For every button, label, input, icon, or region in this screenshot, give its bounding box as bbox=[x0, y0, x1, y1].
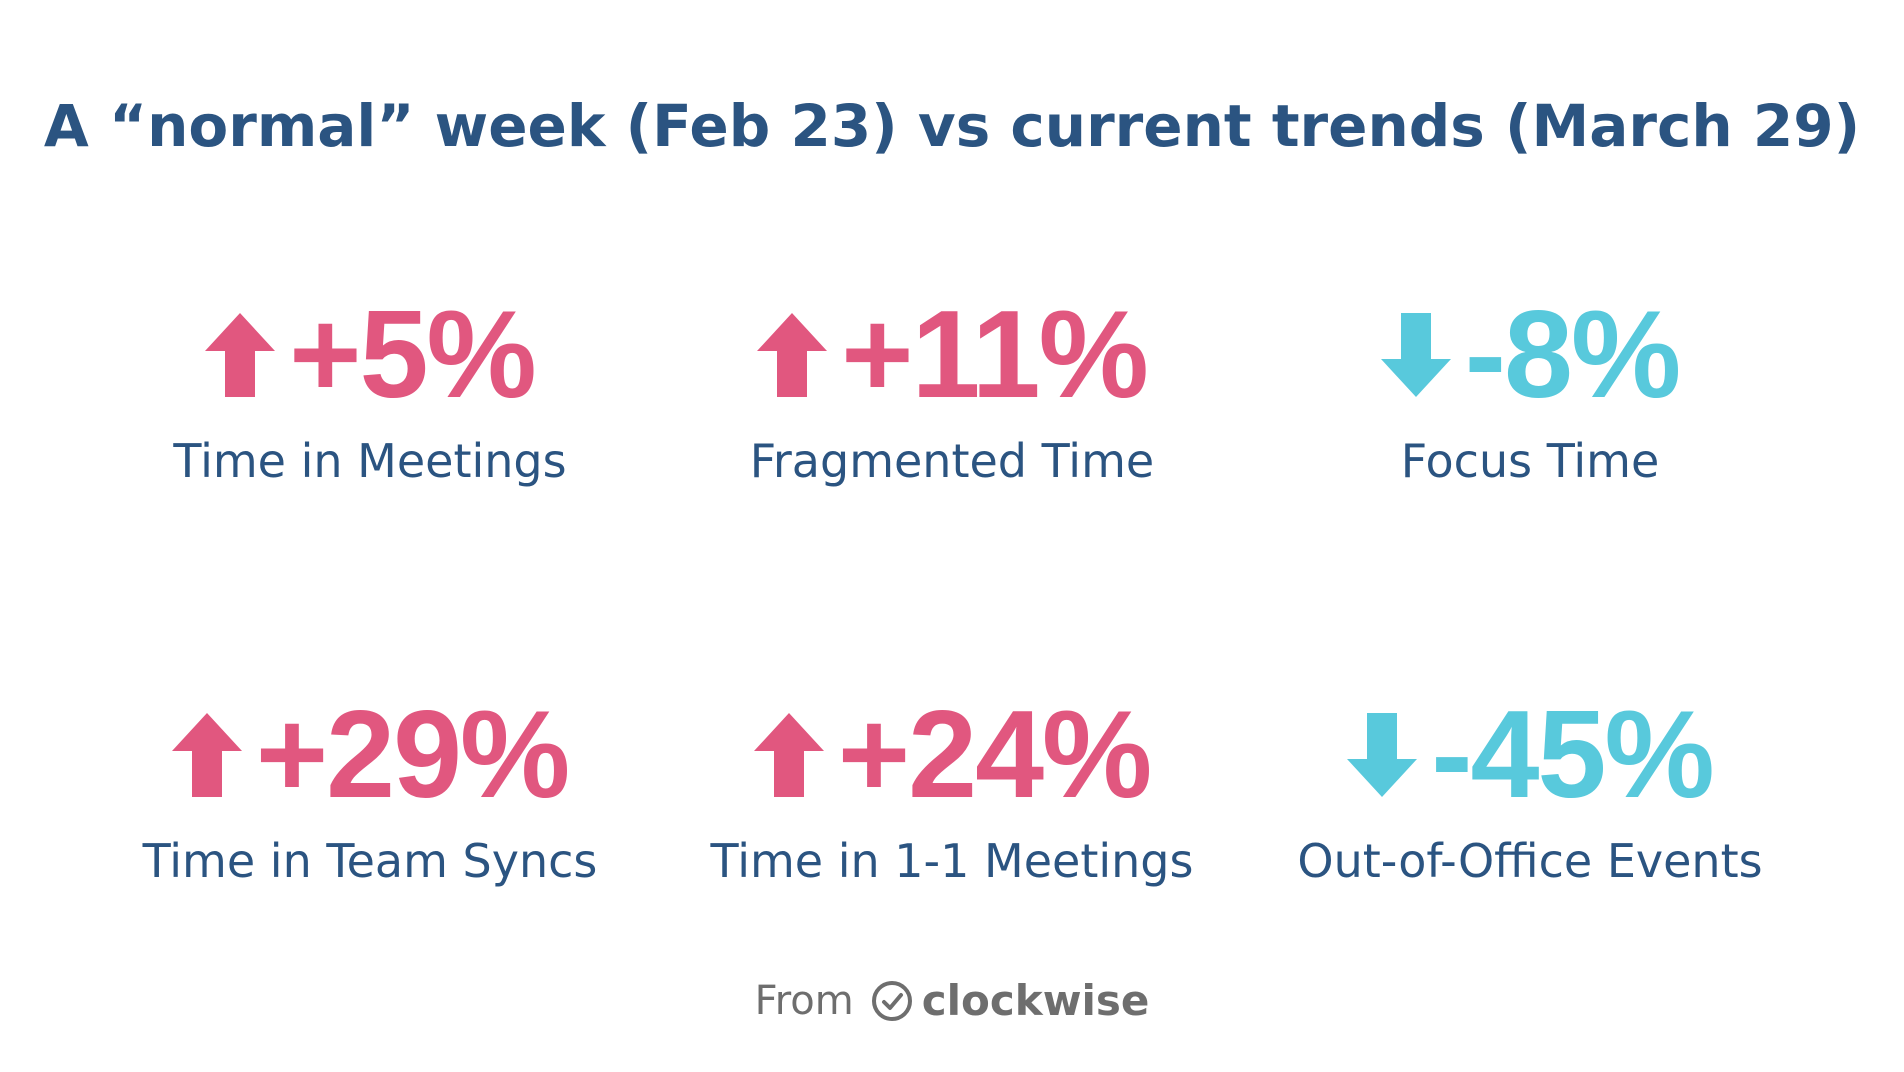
arrow-up-icon bbox=[757, 313, 828, 397]
arrow-up-icon bbox=[205, 313, 276, 397]
footer-from: From bbox=[754, 977, 854, 1024]
stat-fragmented-time: +11% Fragmented Time bbox=[642, 290, 1262, 488]
stat-time-in-meetings: +5% Time in Meetings bbox=[60, 290, 680, 488]
arrow-up-icon bbox=[753, 713, 824, 797]
clock-check-icon bbox=[870, 979, 914, 1023]
page-title: A “normal” week (Feb 23) vs current tren… bbox=[43, 92, 1861, 160]
stat-value: -45% bbox=[1431, 686, 1714, 824]
stat-value: -8% bbox=[1464, 286, 1682, 424]
stat-value: +5% bbox=[289, 286, 537, 424]
stat-label: Time in Team Syncs bbox=[142, 834, 598, 888]
arrow-down-icon bbox=[1380, 313, 1451, 397]
footer: From clockwise bbox=[0, 976, 1904, 1025]
stat-label: Time in Meetings bbox=[173, 434, 567, 488]
stat-label: Out-of-Office Events bbox=[1297, 834, 1763, 888]
stat-label: Focus Time bbox=[1400, 434, 1660, 488]
stat-value: +24% bbox=[837, 686, 1153, 824]
stat-time-in-team-syncs: +29% Time in Team Syncs bbox=[60, 690, 680, 888]
stat-label: Time in 1-1 Meetings bbox=[710, 834, 1194, 888]
stat-label: Fragmented Time bbox=[749, 434, 1155, 488]
stat-value: +11% bbox=[841, 286, 1149, 424]
stat-out-of-office-events: -45% Out-of-Office Events bbox=[1220, 690, 1840, 888]
brand-logo-text: clockwise bbox=[921, 976, 1150, 1025]
arrow-up-icon bbox=[171, 713, 242, 797]
stat-focus-time: -8% Focus Time bbox=[1220, 290, 1840, 488]
arrow-down-icon bbox=[1347, 713, 1418, 797]
stat-value: +29% bbox=[255, 686, 571, 824]
stat-time-in-1-1-meetings: +24% Time in 1-1 Meetings bbox=[642, 690, 1262, 888]
